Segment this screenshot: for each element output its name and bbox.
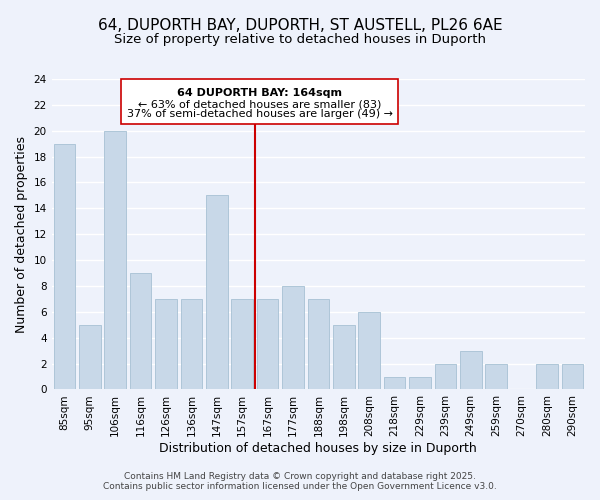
- Text: ← 63% of detached houses are smaller (83): ← 63% of detached houses are smaller (83…: [138, 99, 382, 109]
- Bar: [104, 130, 126, 390]
- Bar: [409, 376, 431, 390]
- Text: Contains HM Land Registry data © Crown copyright and database right 2025.: Contains HM Land Registry data © Crown c…: [124, 472, 476, 481]
- Bar: [181, 299, 202, 390]
- Bar: [358, 312, 380, 390]
- Text: 37% of semi-detached houses are larger (49) →: 37% of semi-detached houses are larger (…: [127, 110, 392, 120]
- Bar: [384, 376, 406, 390]
- Bar: [562, 364, 583, 390]
- Bar: [79, 325, 101, 390]
- Y-axis label: Number of detached properties: Number of detached properties: [15, 136, 28, 332]
- Text: 64 DUPORTH BAY: 164sqm: 64 DUPORTH BAY: 164sqm: [177, 88, 342, 99]
- Bar: [282, 286, 304, 390]
- Bar: [155, 299, 177, 390]
- Bar: [333, 325, 355, 390]
- X-axis label: Distribution of detached houses by size in Duporth: Distribution of detached houses by size …: [160, 442, 477, 455]
- Text: 64, DUPORTH BAY, DUPORTH, ST AUSTELL, PL26 6AE: 64, DUPORTH BAY, DUPORTH, ST AUSTELL, PL…: [98, 18, 502, 32]
- Bar: [206, 196, 227, 390]
- Text: Size of property relative to detached houses in Duporth: Size of property relative to detached ho…: [114, 32, 486, 46]
- Bar: [232, 299, 253, 390]
- Bar: [460, 350, 482, 390]
- Bar: [485, 364, 507, 390]
- Bar: [130, 273, 151, 390]
- Text: Contains public sector information licensed under the Open Government Licence v3: Contains public sector information licen…: [103, 482, 497, 491]
- FancyBboxPatch shape: [121, 79, 398, 124]
- Bar: [434, 364, 456, 390]
- Bar: [308, 299, 329, 390]
- Bar: [53, 144, 75, 390]
- Bar: [536, 364, 557, 390]
- Bar: [257, 299, 278, 390]
